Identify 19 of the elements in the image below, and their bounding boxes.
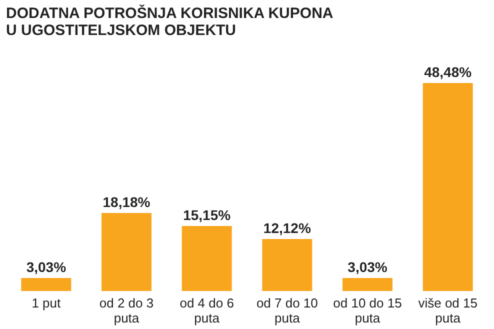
bar: [102, 213, 152, 291]
data-label: 3,03%: [26, 259, 67, 275]
x-tick-label: više od 15 puta: [418, 296, 478, 326]
x-tick-label: od 4 do 6 puta: [180, 296, 234, 326]
data-label: 48,48%: [424, 64, 472, 80]
x-tick-label: od 7 do 10 puta: [256, 296, 318, 326]
bar: [422, 83, 473, 291]
chart-title: DODATNA POTROŠNJA KORISNIKA KUPONA U UGOSTITELJSKOM OBJEKTU: [6, 4, 334, 39]
x-tick-label: 1 put: [32, 296, 62, 310]
x-tick-label: od 10 do 15 puta: [333, 296, 402, 326]
bar: [342, 278, 392, 291]
x-tick-label: od 2 do 3 puta: [99, 296, 154, 326]
data-label: 15,15%: [183, 207, 232, 223]
data-label: 18,18%: [102, 194, 151, 210]
data-label: 3,03%: [348, 259, 388, 275]
bar: [262, 239, 312, 291]
bar: [21, 278, 72, 291]
bar: [182, 226, 232, 291]
data-label: 12,12%: [263, 220, 312, 236]
